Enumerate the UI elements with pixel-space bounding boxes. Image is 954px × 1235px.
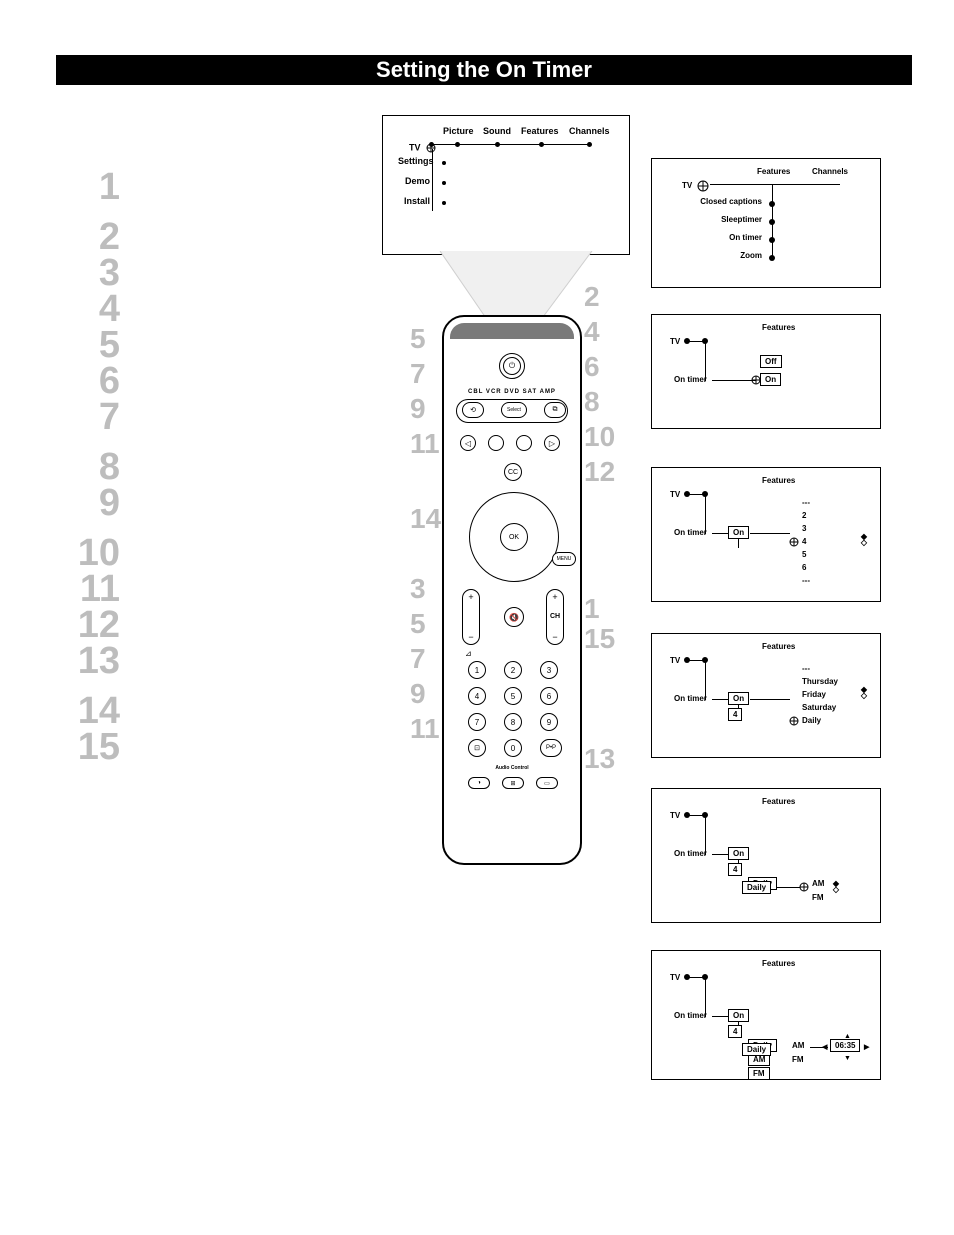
callout-14: 14 <box>410 505 441 533</box>
key-7[interactable]: 7 <box>468 713 486 731</box>
callout-9: 9 <box>410 680 426 708</box>
step-8: 8 <box>50 448 120 486</box>
feature-panel-2: FeaturesTVOn timerOffOn <box>651 314 881 429</box>
page-title: Setting the On Timer <box>376 55 592 85</box>
key-5[interactable]: 5 <box>504 687 522 705</box>
callout-5: 5 <box>410 325 426 353</box>
demo-item: Demo <box>398 176 438 196</box>
callout-9: 9 <box>410 395 426 423</box>
step-14: 14 <box>50 692 120 730</box>
light-cone <box>420 251 610 321</box>
step-6: 6 <box>50 362 120 400</box>
ch-label: CH <box>550 613 560 620</box>
key-format[interactable]: ⊡ <box>468 739 486 757</box>
play-button[interactable] <box>516 435 532 451</box>
ffwd-button[interactable]: ▷ <box>544 435 560 451</box>
callout-4: 4 <box>584 318 600 346</box>
key-3[interactable]: 3 <box>540 661 558 679</box>
step-9: 9 <box>50 484 120 522</box>
write-icon: ✎✦ <box>878 60 904 82</box>
step-5: 5 <box>50 326 120 364</box>
install-item: Install <box>398 196 438 216</box>
callout-1: 1 <box>584 595 600 623</box>
step-11: 11 <box>50 570 120 608</box>
feature-panel-5: FeaturesTVOn timerOn4DailyOn4DailyAMFM◆◇ <box>651 788 881 923</box>
mute-button[interactable]: 🔇 <box>504 607 524 627</box>
key-4[interactable]: 4 <box>468 687 486 705</box>
step-12: 12 <box>50 606 120 644</box>
channels-col: Channels <box>569 126 610 136</box>
sound-col: Sound <box>483 126 511 136</box>
features-col: Features <box>521 126 559 136</box>
feature-panel-6: FeaturesTVOn timerOn4DailyAMFMOn4DailyAM… <box>651 950 881 1080</box>
callout-10: 10 <box>584 423 615 451</box>
step-13: 13 <box>50 642 120 680</box>
settings-item: Settings <box>398 156 438 176</box>
title-bar: Setting the On Timer <box>56 55 912 85</box>
key-6[interactable]: 6 <box>540 687 558 705</box>
callout-3: 3 <box>410 575 426 603</box>
step-4: 4 <box>50 290 120 328</box>
feature-panel-4: FeaturesTVOn timerOn4---ThursdayFridaySa… <box>651 633 881 758</box>
remote-control: ⏻ CBL VCR DVD SAT AMP ⟲ Select ⧉ ◁ ▷ CC … <box>442 315 582 865</box>
callout-7: 7 <box>410 645 426 673</box>
ok-button[interactable]: OK <box>500 523 528 551</box>
main-menu-diagram: TV Picture Sound Features Channels Setti… <box>382 115 630 255</box>
remote-top-strip <box>450 323 574 339</box>
key-0[interactable]: 0 <box>504 739 522 757</box>
callout-7: 7 <box>410 360 426 388</box>
step-15: 15 <box>50 728 120 766</box>
menu-side-items: Settings Demo Install <box>398 144 438 216</box>
step-7: 7 <box>50 398 120 436</box>
key-2[interactable]: 2 <box>504 661 522 679</box>
source-select-button[interactable]: Select <box>501 402 527 418</box>
source-labels: CBL VCR DVD SAT AMP <box>444 389 580 395</box>
callout-11: 11 <box>410 430 440 458</box>
vol-label: ⊿ <box>465 649 472 658</box>
callout-2: 2 <box>584 283 600 311</box>
callout-11: 11 <box>410 715 440 743</box>
callout-6: 6 <box>584 353 600 381</box>
callout-8: 8 <box>584 388 600 416</box>
callout-13: 13 <box>584 745 615 773</box>
picture-col: Picture <box>443 126 474 136</box>
key-9[interactable]: 9 <box>540 713 558 731</box>
audio-control-label: Audio Control <box>444 765 580 771</box>
power-icon: ⏻ <box>509 361 515 371</box>
feature-panel-3: FeaturesTVOn timerOn---23456---◆◇On <box>651 467 881 602</box>
stop-button[interactable] <box>488 435 504 451</box>
left-step-numbers: 1 2 3 4 5 6 7 8 9 10 11 12 13 14 15 <box>50 168 120 764</box>
standby-button[interactable]: ⏻ <box>499 353 525 379</box>
bottom-oval-1[interactable]: ◑ <box>468 777 490 789</box>
callout-15: 15 <box>584 625 615 653</box>
cc-button[interactable]: CC <box>504 463 522 481</box>
step-1: 1 <box>50 168 120 206</box>
callout-12: 12 <box>584 458 615 486</box>
feature-panel-1: FeaturesChannelsTVClosed captionsSleepti… <box>651 158 881 288</box>
bottom-oval-3[interactable]: ▭ <box>536 777 558 789</box>
write-icon-glyph: ✎✦ <box>879 63 902 80</box>
key-1[interactable]: 1 <box>468 661 486 679</box>
dpad[interactable]: OK <box>469 492 559 582</box>
step-2: 2 <box>50 218 120 256</box>
volume-rocker[interactable] <box>462 589 480 645</box>
key-pp[interactable]: P•P <box>540 739 562 757</box>
step-3: 3 <box>50 254 120 292</box>
menu-button[interactable]: MENU <box>552 552 576 566</box>
key-8[interactable]: 8 <box>504 713 522 731</box>
rewind-button[interactable]: ◁ <box>460 435 476 451</box>
callout-5: 5 <box>410 610 426 638</box>
source-right-button[interactable]: ⧉ <box>544 402 566 418</box>
step-10: 10 <box>50 534 120 572</box>
source-left-button[interactable]: ⟲ <box>462 402 484 418</box>
bottom-oval-2[interactable]: ⊞ <box>502 777 524 789</box>
